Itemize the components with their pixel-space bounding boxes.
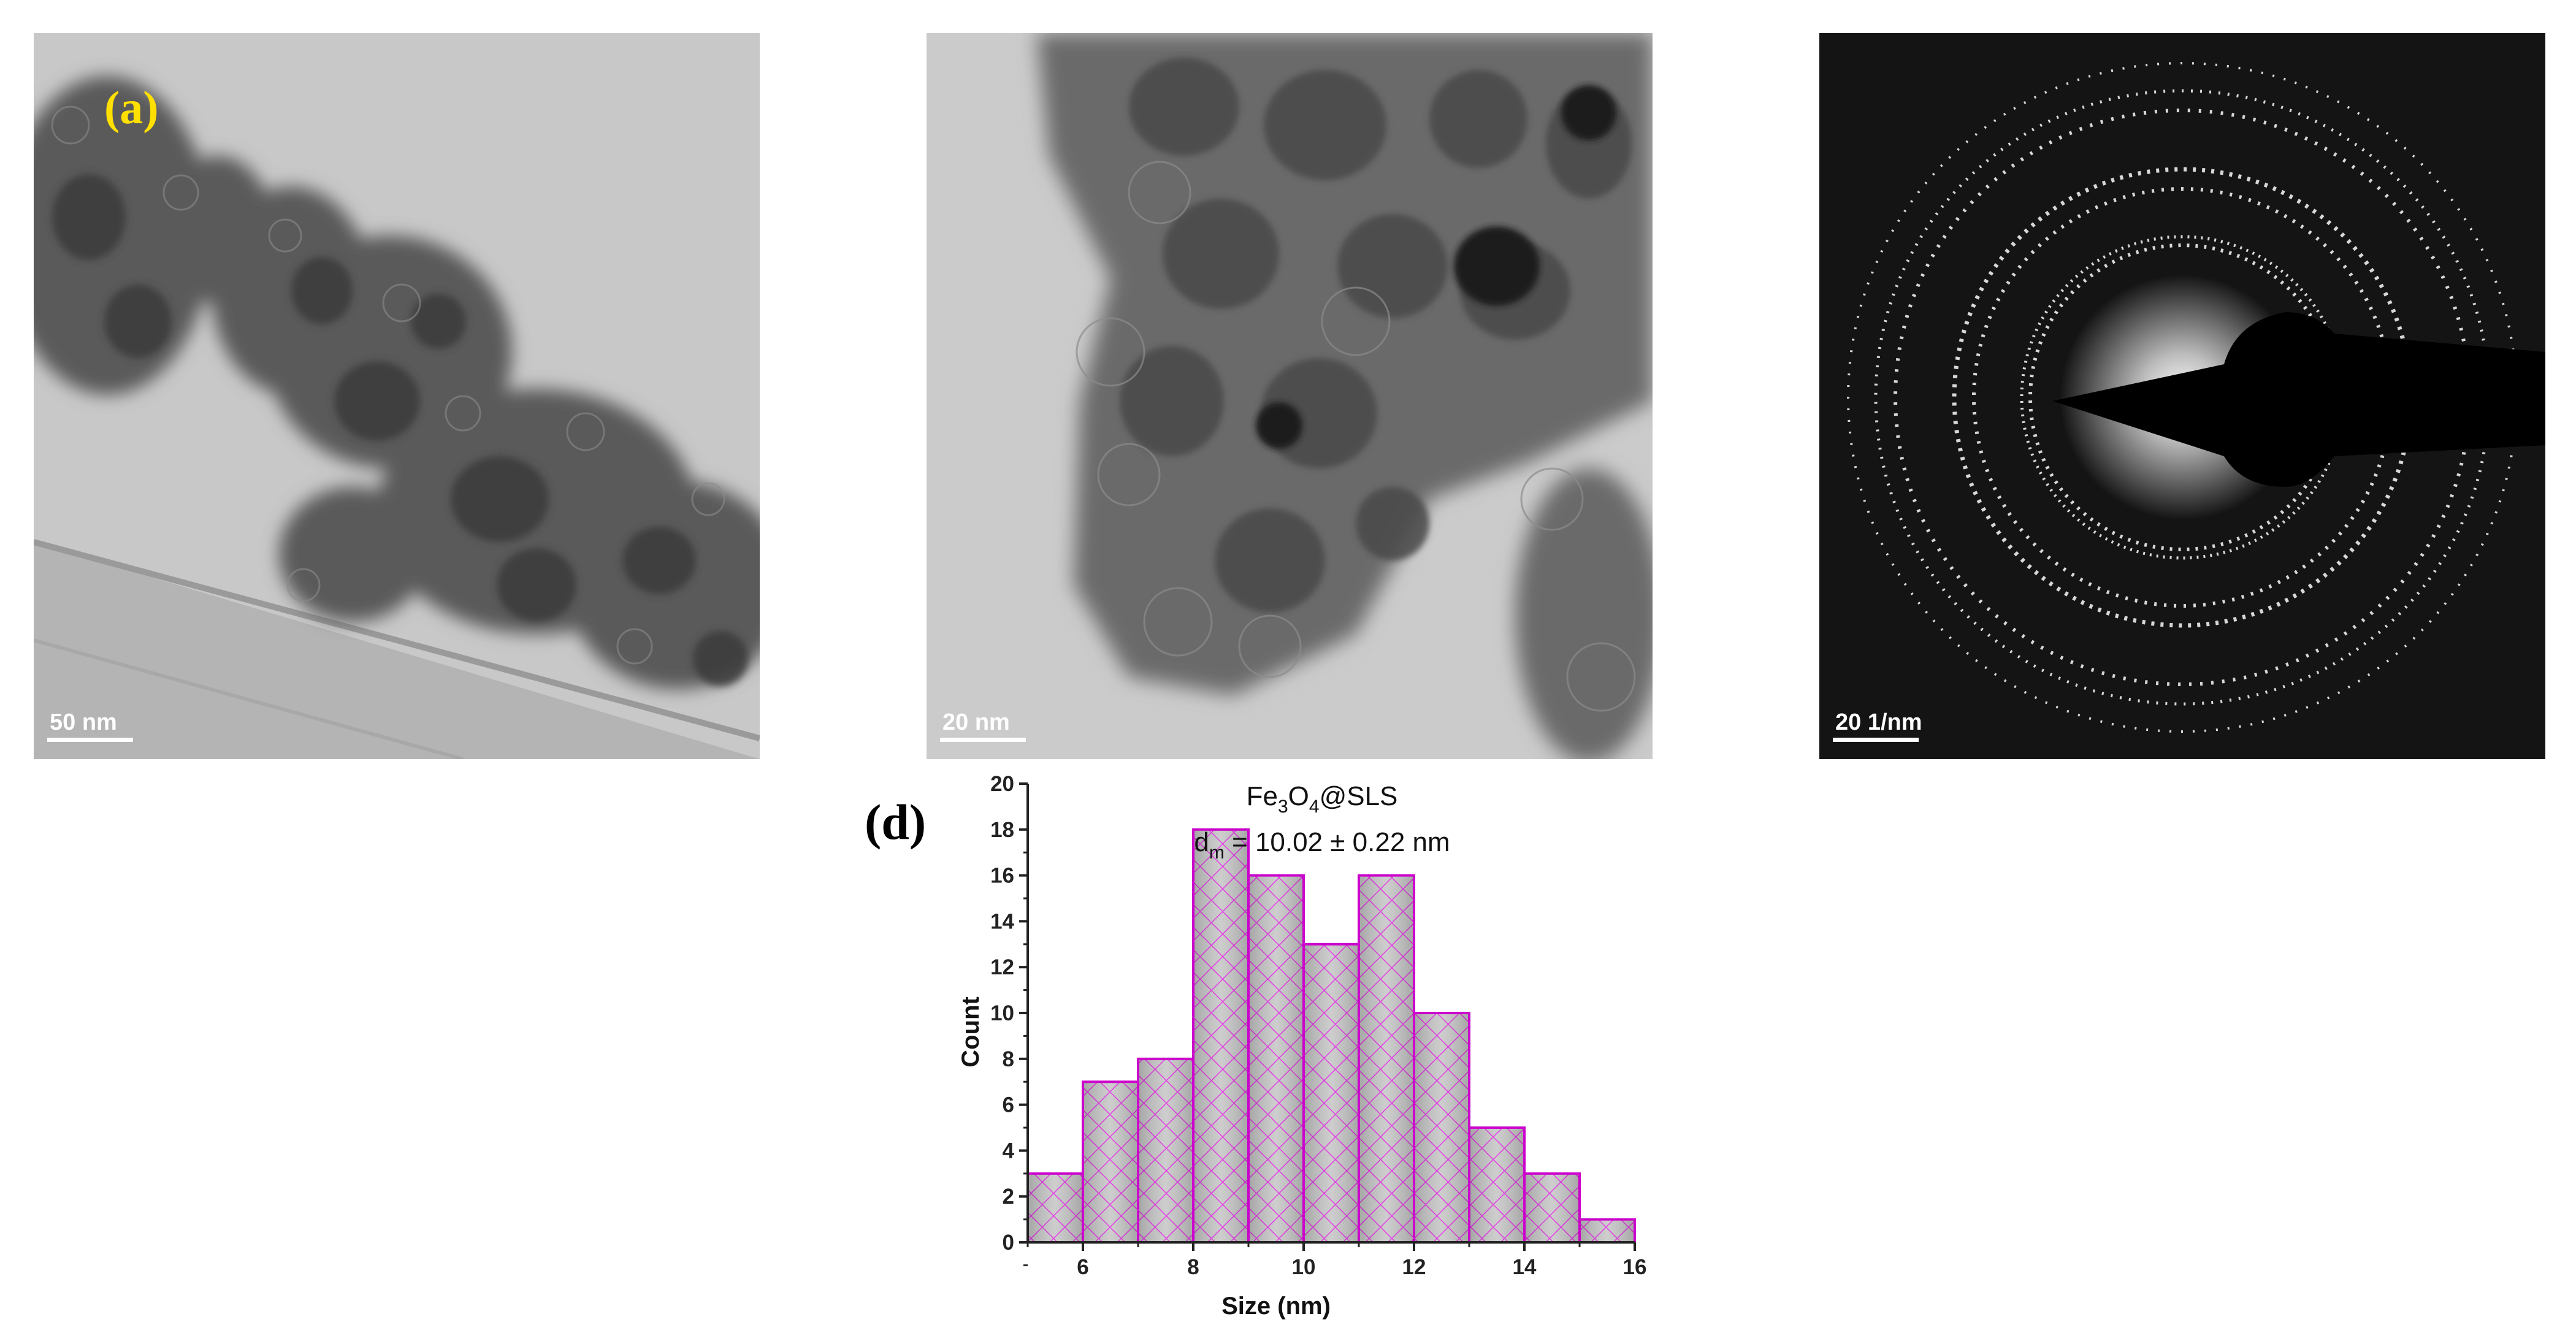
y-tick-label: 20: [990, 772, 1014, 796]
y-tick-label: 18: [990, 818, 1014, 842]
tem-image-b: 20 nm: [927, 33, 1653, 759]
panel-label-d: (d): [865, 794, 927, 850]
y-tick-label: 4: [1003, 1139, 1015, 1163]
panel-label-a: (a): [104, 82, 159, 134]
y-tick-label: 16: [990, 864, 1014, 888]
x-tick-label: 6: [1077, 1255, 1088, 1279]
histogram-bar-2: [1137, 1057, 1194, 1244]
y-tick-label: 0: [1003, 1231, 1014, 1255]
histogram-bar-10: [1578, 1218, 1636, 1244]
histogram-bar-5: [1302, 942, 1360, 1244]
histogram-bar-7: [1413, 1012, 1470, 1244]
scale-bar-c: [1833, 738, 1919, 742]
histogram-bar-1: [1082, 1080, 1139, 1244]
histogram-svg: 0 2 4 6 8 10 12 14 16 18 20 6 8 10 12 14 16 Size (nm) Co…: [957, 772, 1646, 1320]
y-tick-label: 10: [990, 1001, 1014, 1025]
scale-bar-a: [47, 738, 133, 742]
histogram-bar-6: [1358, 874, 1415, 1244]
size-histogram: 0 2 4 6 8 10 12 14 16 18 20 6 8 10 12 14 16 Size (nm) Co…: [930, 753, 1684, 1338]
x-axis-title: Size (nm): [1221, 1293, 1331, 1320]
y-tick-label: 12: [990, 955, 1014, 979]
y-axis-title: Count: [957, 996, 984, 1068]
y-tick-label: 2: [1003, 1185, 1014, 1209]
scale-label-a: 50 nm: [50, 709, 117, 735]
histogram-bar-3: [1192, 828, 1250, 1244]
histogram-bar-0: [1026, 1172, 1084, 1244]
scale-label-b: 20 nm: [942, 709, 1010, 735]
tem-image-a: (a) 50 nm: [34, 33, 760, 759]
y-tick-label: 6: [1003, 1093, 1014, 1117]
y-tick-label: 14: [990, 909, 1014, 933]
saed-pattern-c: 20 1/nm: [1819, 33, 2545, 759]
y-tick-label: 8: [1003, 1047, 1014, 1071]
x-tick-label: 16: [1623, 1255, 1647, 1279]
x-tick-label: 8: [1187, 1255, 1199, 1279]
x-tick-label: 14: [1513, 1255, 1537, 1279]
histogram-bars: [1026, 828, 1636, 1244]
histogram-axes: 0 2 4 6 8 10 12 14 16 18 20 6 8 10 12 14 16: [990, 772, 1646, 1279]
annotation-formula: Fe3O4@SLS: [1247, 781, 1398, 817]
histogram-bar-9: [1523, 1172, 1581, 1244]
x-tick-label: 12: [1402, 1255, 1426, 1279]
annotation-mean-diameter: dm = 10.02 ± 0.22 nm: [1194, 827, 1450, 863]
scale-bar-b: [940, 738, 1026, 742]
histogram-bar-8: [1468, 1126, 1526, 1244]
x-tick-label: 10: [1292, 1255, 1316, 1279]
scale-label-c: 20 1/nm: [1835, 709, 1922, 735]
histogram-bar-4: [1247, 874, 1305, 1244]
